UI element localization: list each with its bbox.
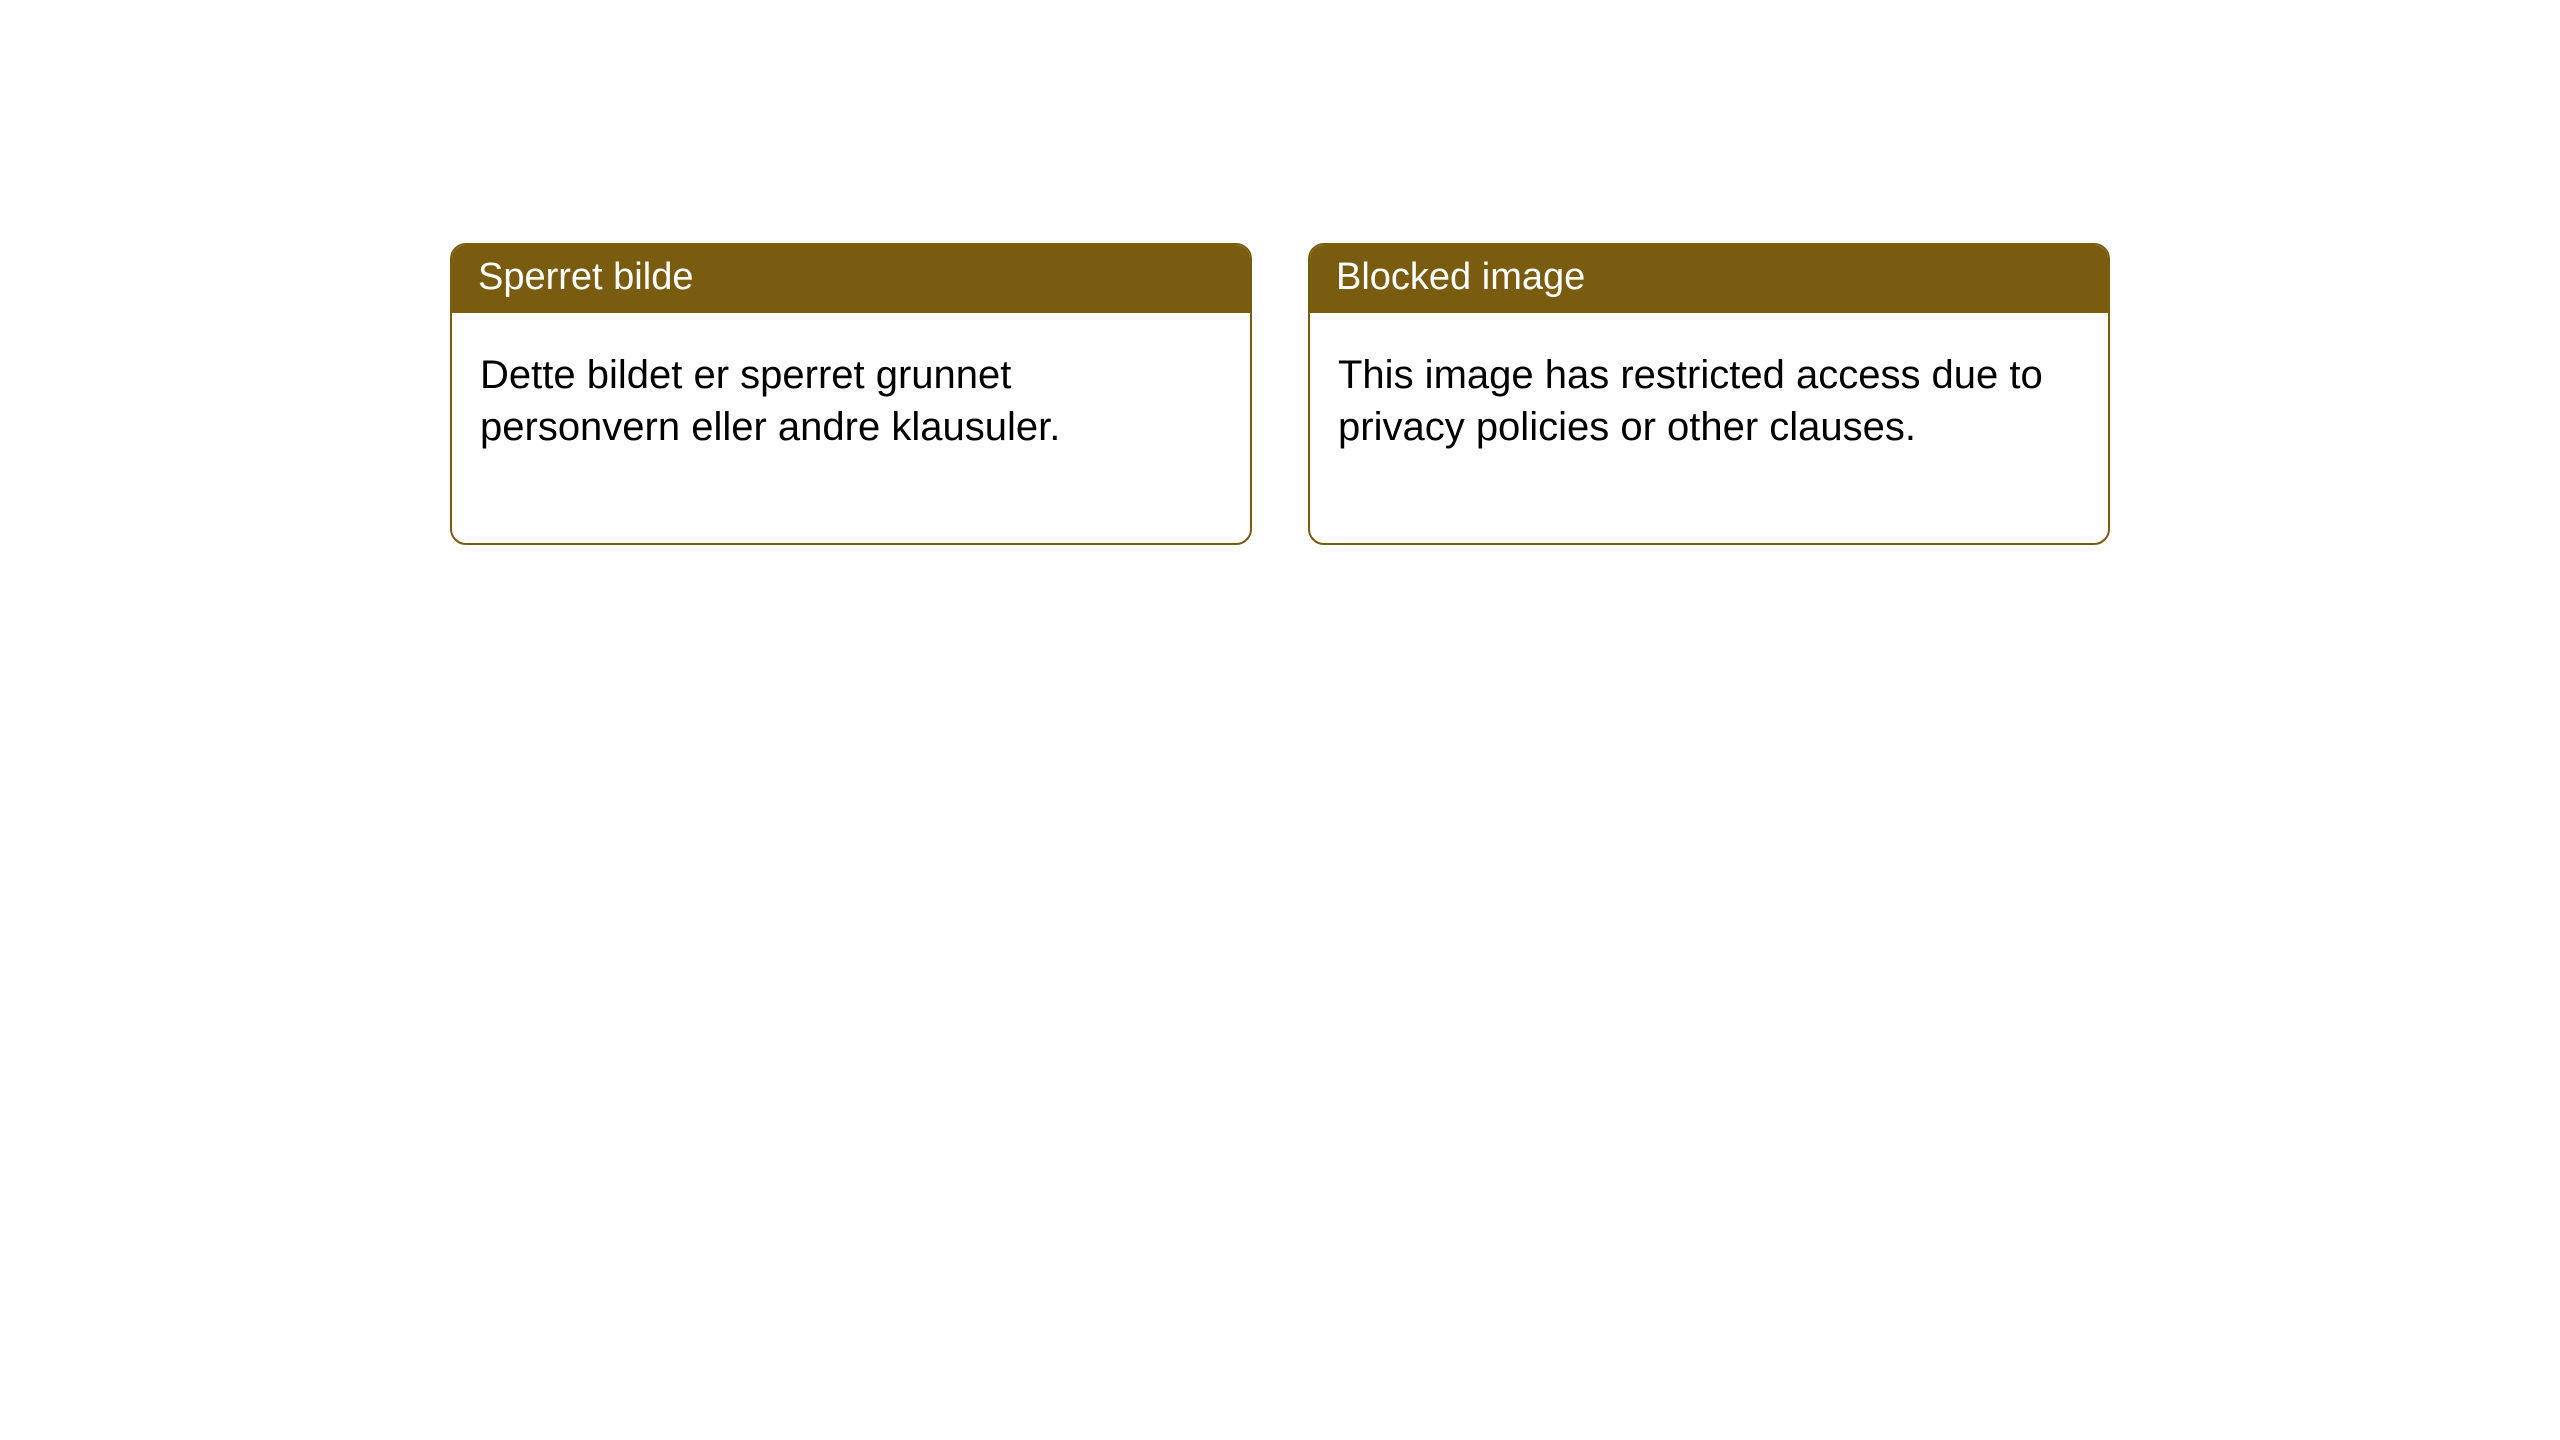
card-title: Sperret bilde <box>478 256 693 298</box>
notice-container: Sperret bilde Dette bildet er sperret gr… <box>0 0 2560 545</box>
blocked-image-card-no: Sperret bilde Dette bildet er sperret gr… <box>450 243 1252 545</box>
card-header: Blocked image <box>1310 245 2108 313</box>
card-title: Blocked image <box>1336 256 1585 298</box>
card-header: Sperret bilde <box>452 245 1250 313</box>
card-body: Dette bildet er sperret grunnet personve… <box>452 313 1250 543</box>
blocked-image-card-en: Blocked image This image has restricted … <box>1308 243 2110 545</box>
card-message: Dette bildet er sperret grunnet personve… <box>480 353 1060 449</box>
card-body: This image has restricted access due to … <box>1310 313 2108 543</box>
card-message: This image has restricted access due to … <box>1338 353 2043 449</box>
